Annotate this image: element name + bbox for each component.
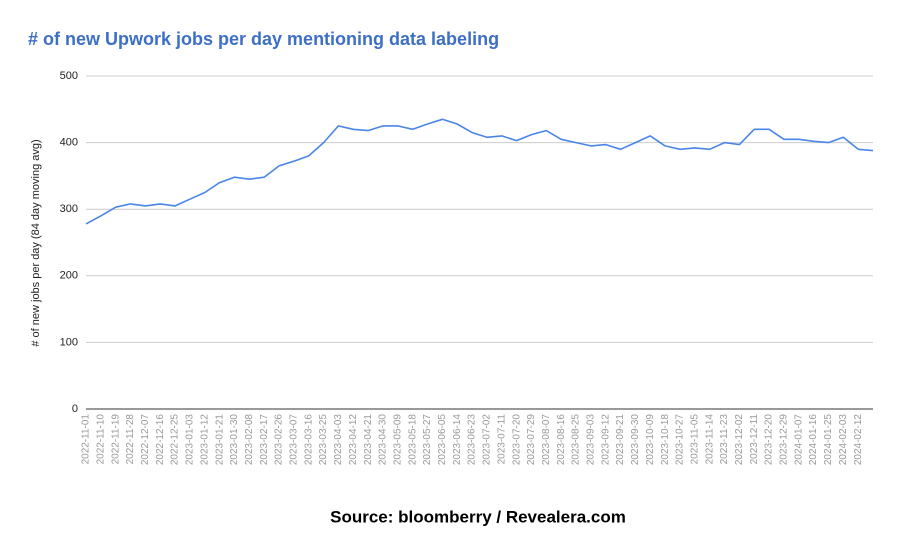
x-tick-label: 2022-12-07 [140, 414, 151, 466]
data-line [85, 118, 874, 225]
x-tick-label: 2023-08-07 [541, 414, 552, 466]
x-tick-label: 2022-11-10 [95, 414, 106, 465]
x-tick-label: 2023-02-17 [259, 414, 270, 466]
x-tick-label: 2023-10-18 [660, 414, 671, 466]
x-tick-label: 2022-11-19 [110, 414, 121, 465]
x-tick-label: 2022-12-25 [170, 414, 181, 466]
x-tick-label: 2022-11-28 [125, 414, 136, 465]
x-tick-label: 2024-02-03 [838, 414, 849, 466]
x-tick-label: 2023-11-14 [704, 414, 715, 465]
x-tick-label: 2023-10-27 [675, 414, 686, 466]
y-tick-label: 200 [60, 270, 78, 282]
x-tick-label: 2023-09-12 [600, 414, 611, 466]
x-tick-label: 2023-10-09 [645, 414, 656, 466]
x-tick-label: 2024-01-07 [793, 414, 804, 466]
source: Source: bloomberry / Revealera.com [330, 507, 626, 526]
x-tick-label: 2023-03-07 [289, 414, 300, 466]
x-tick-label: 2023-04-30 [378, 414, 389, 466]
x-tick-label: 2023-02-08 [244, 414, 255, 466]
y-tick-label: 300 [60, 203, 78, 215]
x-tick-label: 2023-08-25 [571, 414, 582, 466]
y-tick-label: 400 [60, 137, 78, 149]
x-tick-label: 2023-03-16 [303, 414, 314, 466]
x-tick-label: 2023-04-03 [333, 414, 344, 466]
x-tick-label: 2023-12-20 [764, 414, 775, 466]
x-tick-label: 2024-02-12 [853, 414, 864, 466]
y-tick-label: 100 [60, 336, 78, 348]
x-tick-label: 2023-08-16 [556, 414, 567, 466]
y-tick-label: 0 [72, 403, 78, 415]
x-tick-label: 2023-05-09 [392, 414, 403, 466]
y-tick-label: 500 [60, 70, 78, 82]
x-tick-label: 2022-12-16 [155, 414, 166, 466]
x-tick-label: 2023-09-30 [630, 414, 641, 466]
x-tick-label: 2023-11-05 [689, 414, 700, 465]
x-tick-label: 2023-01-03 [185, 414, 196, 466]
x-tick-label: 2023-12-11 [749, 414, 760, 465]
x-tick-label: 2023-01-12 [199, 414, 210, 466]
x-tick-label: 2023-09-03 [586, 414, 597, 466]
x-tick-label: 2023-09-21 [615, 414, 626, 466]
x-tick-label: 2023-07-02 [482, 414, 493, 466]
x-tick-label: 2023-05-27 [422, 414, 433, 466]
x-tick-label: 2023-05-18 [407, 414, 418, 466]
x-tick-label: 2023-07-20 [511, 414, 522, 466]
x-tick-label: 2023-01-30 [229, 414, 240, 466]
y-axis-label: # of new jobs per day (84 day moving avg… [30, 139, 42, 346]
x-tick-label: 2023-12-29 [779, 414, 790, 466]
x-tick-label: 2023-12-02 [734, 414, 745, 466]
x-tick-label: 2023-06-14 [452, 414, 463, 466]
x-tick-label: 2023-01-21 [214, 414, 225, 466]
chart-title: # of new Upwork jobs per day mentioning … [28, 29, 499, 49]
x-tick-label: 2023-07-29 [526, 414, 537, 466]
x-tick-label: 2023-04-21 [363, 414, 374, 466]
x-tick-label: 2024-01-25 [823, 414, 834, 466]
x-tick-label: 2023-02-26 [274, 414, 285, 466]
x-tick-label: 2022-11-01 [81, 414, 92, 465]
x-tick-label: 2023-07-11 [496, 414, 507, 465]
x-tick-label: 2023-06-23 [467, 414, 478, 466]
x-tick-label: 2024-01-16 [808, 414, 819, 466]
x-tick-label: 2023-06-05 [437, 414, 448, 466]
x-tick-label: 2023-03-25 [318, 414, 329, 466]
x-tick-label: 2023-11-23 [719, 414, 730, 465]
x-tick-label: 2023-04-12 [348, 414, 359, 466]
